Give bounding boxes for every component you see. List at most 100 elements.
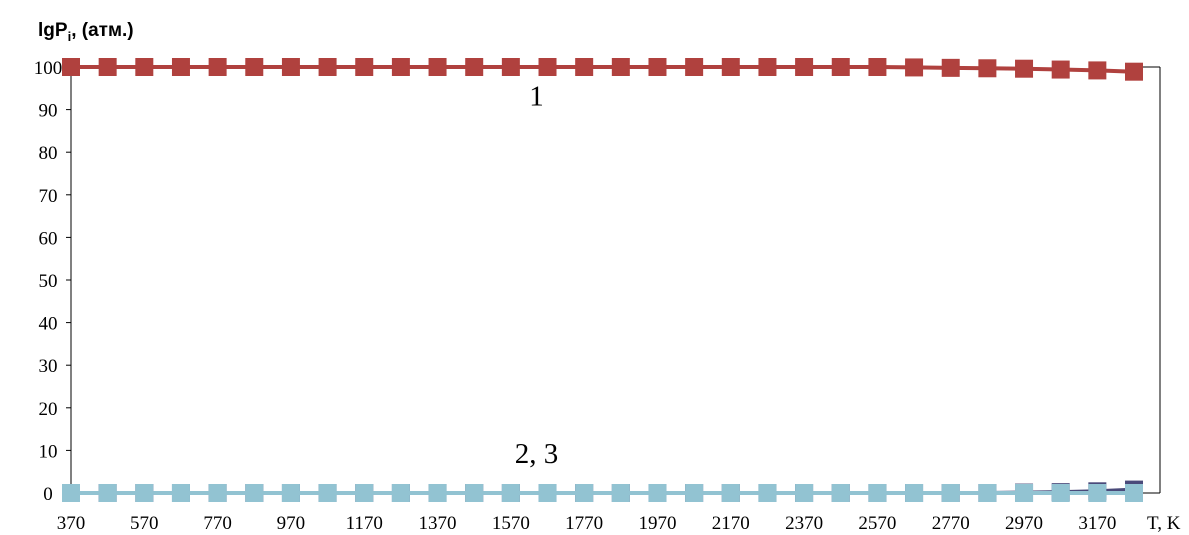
- series-1-marker: [428, 58, 447, 76]
- series-1-marker: [538, 58, 557, 76]
- x-tick-label: 2970: [1005, 513, 1043, 534]
- series-1-marker: [62, 58, 80, 76]
- x-tick-label: 3170: [1078, 513, 1116, 534]
- curve-annotations: 1 2, 3: [515, 80, 559, 470]
- x-tick-label: 1570: [492, 513, 530, 534]
- series-3-marker: [391, 484, 410, 502]
- series-3: [62, 484, 1143, 502]
- series-3-marker: [62, 484, 80, 502]
- series-3-marker: [905, 484, 924, 502]
- series-1-marker: [831, 58, 850, 76]
- series-1-marker: [685, 58, 704, 76]
- y-tick-label: 70: [39, 186, 58, 207]
- series-3-marker: [868, 484, 887, 502]
- series-1-line: [71, 65, 1135, 74]
- series-1-marker: [648, 58, 667, 76]
- x-tick-label: 1370: [419, 513, 457, 534]
- series-1-marker: [281, 58, 300, 76]
- series-3-marker: [758, 484, 777, 502]
- series-1-marker: [501, 58, 520, 76]
- y-axis-title-main: lgP: [38, 20, 68, 41]
- series-1-marker: [758, 58, 777, 76]
- series-layer: [62, 58, 1143, 502]
- x-tick-label: 1770: [565, 513, 603, 534]
- y-tick-label: 20: [39, 399, 58, 420]
- x-tick-label: 2770: [932, 513, 970, 534]
- x-tick-label: 1170: [346, 513, 383, 534]
- series-1-marker: [905, 58, 924, 77]
- series-1-marker: [391, 58, 410, 76]
- series-3-marker: [318, 484, 337, 502]
- series-3-marker: [1051, 484, 1070, 502]
- x-tick-label: 370: [57, 513, 86, 534]
- series-3-marker: [98, 484, 117, 502]
- series-1-marker: [941, 58, 960, 77]
- y-axis-title-rest: , (атм.): [71, 20, 133, 41]
- x-tick-label: 2370: [785, 513, 823, 534]
- y-tick-label: 50: [39, 271, 58, 292]
- series-1-marker: [245, 58, 264, 76]
- series-1-marker: [208, 58, 227, 76]
- x-axis-ticks: 370 570 770 970 1170 1370 1570 1770 1970 2170 2370…: [57, 493, 1116, 534]
- series-1-marker: [978, 59, 997, 78]
- curve-label: 1: [529, 80, 544, 112]
- series-1-marker: [1015, 59, 1034, 78]
- series-1-marker: [721, 58, 740, 76]
- series-3-marker: [795, 484, 814, 502]
- series-1-marker: [135, 58, 154, 76]
- series-3-marker: [428, 484, 447, 502]
- x-tick-label: 570: [130, 513, 159, 534]
- series-3-marker: [978, 484, 997, 502]
- x-tick-label: 1970: [638, 513, 676, 534]
- series-1-marker: [98, 58, 117, 76]
- y-axis-title-sub: i: [68, 29, 72, 44]
- series-1-marker: [868, 58, 887, 76]
- series-3-marker: [575, 484, 594, 502]
- series-3-marker: [281, 484, 300, 502]
- y-tick-label: 30: [39, 356, 58, 377]
- series-3-marker: [1088, 484, 1107, 502]
- series-3-marker: [721, 484, 740, 502]
- series-3-marker: [538, 484, 557, 502]
- series-1-marker: [611, 58, 630, 76]
- x-tick-label: 970: [277, 513, 306, 534]
- series-3-marker: [685, 484, 704, 502]
- series-3-marker: [465, 484, 484, 502]
- series-1-marker: [171, 58, 190, 76]
- y-axis-title: lgPi, (атм.): [38, 20, 134, 44]
- x-tick-label: 770: [203, 513, 232, 534]
- curve-label: 2, 3: [515, 438, 559, 470]
- x-axis-title: T, K: [1147, 513, 1181, 534]
- series-3-marker: [1015, 484, 1034, 502]
- y-tick-label: 80: [39, 143, 58, 164]
- series-1-marker: [1088, 61, 1107, 80]
- series-1-marker: [318, 58, 337, 76]
- series-3-marker: [171, 484, 190, 502]
- series-3-marker: [135, 484, 154, 502]
- series-3-marker: [831, 484, 850, 502]
- x-tick-label: 2570: [858, 513, 896, 534]
- series-3-marker: [648, 484, 667, 502]
- y-tick-label: 0: [43, 484, 53, 505]
- series-3-marker: [208, 484, 227, 502]
- y-tick-label: 60: [39, 228, 58, 249]
- series-1-marker: [1125, 62, 1143, 81]
- series-3-marker: [611, 484, 630, 502]
- series-1: [62, 58, 1143, 81]
- y-axis-ticks: 0 10 20 30 40 50 60 70 80 90 100: [34, 58, 71, 505]
- series-1-marker: [355, 58, 374, 76]
- series-3-marker: [501, 484, 520, 502]
- y-tick-label: 90: [39, 101, 58, 122]
- y-tick-label: 100: [34, 58, 63, 79]
- series-1-marker: [795, 58, 814, 76]
- series-3-marker: [355, 484, 374, 502]
- series-1-marker: [465, 58, 484, 76]
- series-3-marker: [941, 484, 960, 502]
- y-tick-label: 10: [39, 441, 58, 462]
- series-3-marker: [1125, 484, 1143, 502]
- series-1-marker: [575, 58, 594, 76]
- x-tick-label: 2170: [712, 513, 750, 534]
- series-1-marker: [1051, 60, 1070, 79]
- series-3-marker: [245, 484, 264, 502]
